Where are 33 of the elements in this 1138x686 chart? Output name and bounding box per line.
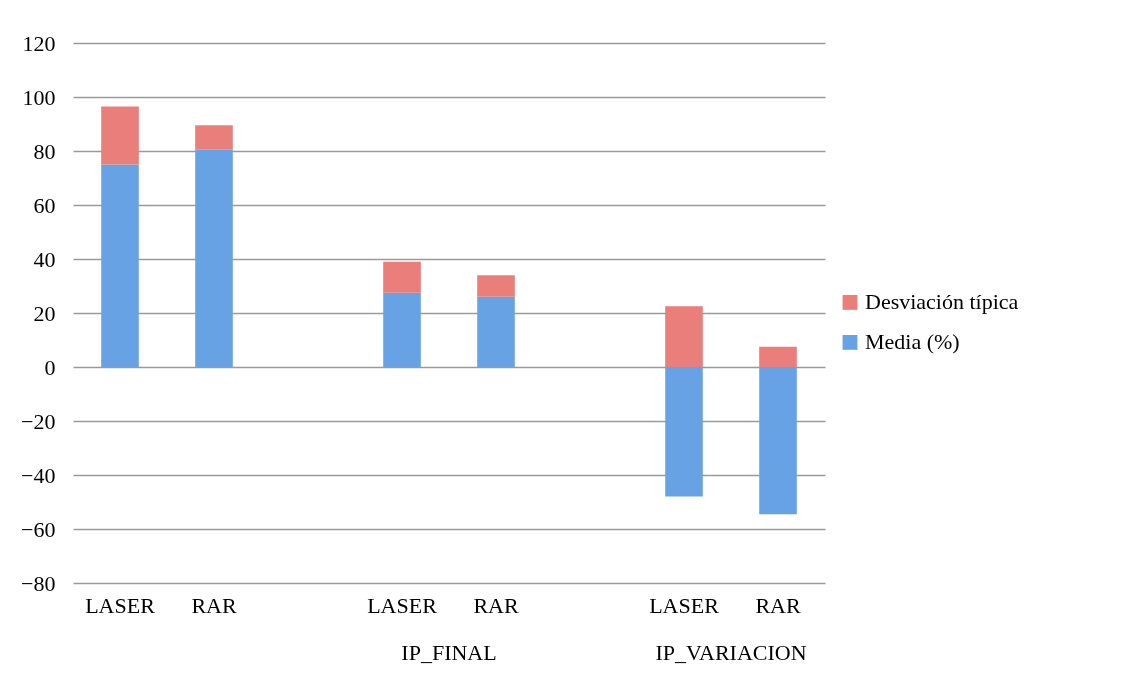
y-tick-label: −40 <box>21 462 56 488</box>
y-tick-label: 80 <box>33 138 56 164</box>
legend-label: Media (%) <box>865 329 960 355</box>
bar <box>383 261 421 293</box>
y-tick-label: 100 <box>22 84 56 110</box>
legend-label: Desviación típica <box>865 289 1019 315</box>
y-tick-label: 120 <box>22 30 56 56</box>
bar <box>383 292 421 367</box>
y-tick-label: 60 <box>33 192 56 218</box>
bar <box>759 367 797 515</box>
x-tick-label: RAR <box>755 592 801 618</box>
x-tick-label: RAR <box>191 592 237 618</box>
x-tick-label: LASER <box>649 592 720 618</box>
y-tick-label: 0 <box>44 354 56 380</box>
bar <box>665 306 703 367</box>
bar <box>101 164 139 367</box>
y-tick-label: 40 <box>33 246 56 272</box>
x-tick-label: LASER <box>367 592 438 618</box>
bar <box>477 275 515 297</box>
x-tick-label: LASER <box>85 592 156 618</box>
x-tick-label: RAR <box>473 592 519 618</box>
y-tick-label: −80 <box>21 570 56 596</box>
y-tick-label: −20 <box>21 408 56 434</box>
bar <box>195 149 233 367</box>
y-tick-label: 20 <box>33 300 56 326</box>
text: IP_VARIACION <box>655 640 807 665</box>
bar <box>759 346 797 367</box>
text: IP_FINAL <box>401 640 497 665</box>
bar <box>665 367 703 497</box>
y-tick-label: −60 <box>21 516 56 542</box>
bar <box>101 106 139 165</box>
bar <box>195 125 233 150</box>
bar <box>477 296 515 367</box>
